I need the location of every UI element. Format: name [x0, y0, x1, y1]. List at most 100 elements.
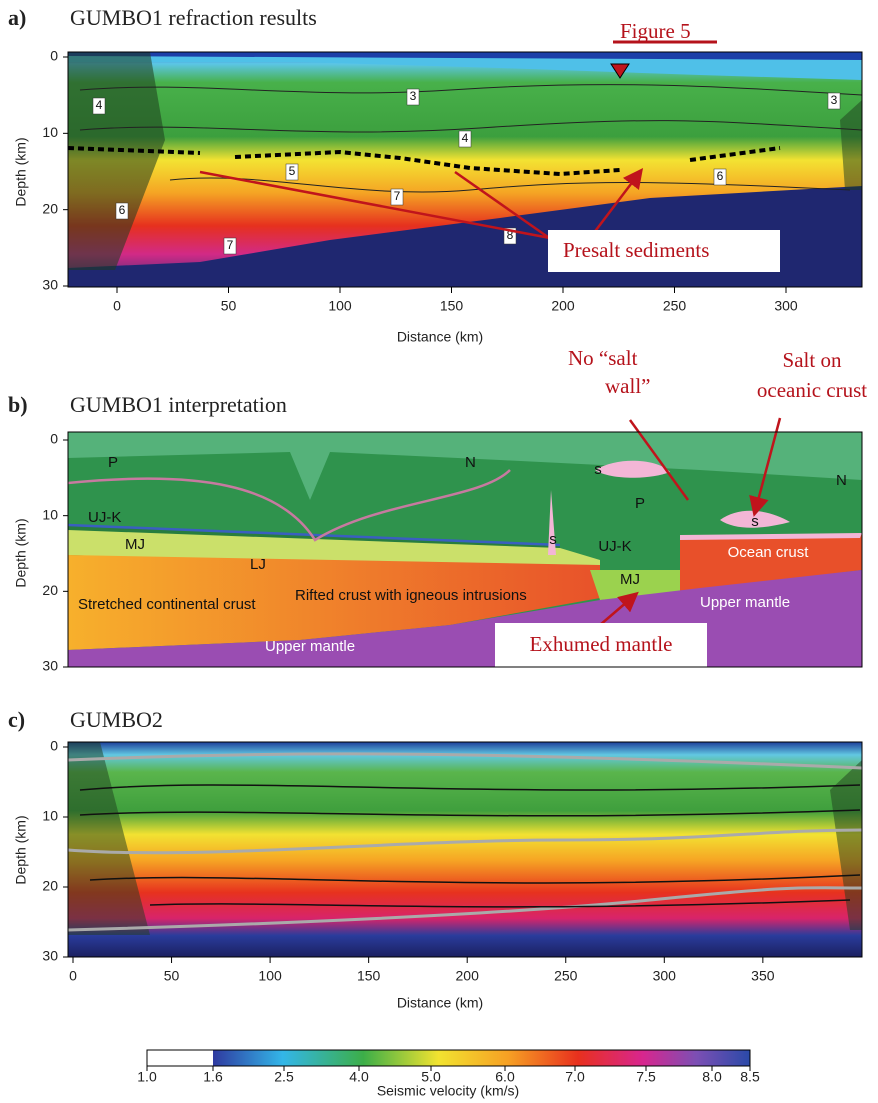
contour-label: 7	[394, 189, 401, 203]
contour-label-box	[92, 97, 106, 115]
unit-label: Rifted crust with igneous intrusions	[295, 587, 527, 604]
colorbar-tick-label: 1.6	[203, 1069, 223, 1085]
unit-label: P	[108, 454, 118, 471]
annotation: No “salt	[568, 346, 638, 370]
panel-b: b) GUMBO1 interpretation P N N UJ-K MJ LJ s s s P…	[8, 346, 867, 668]
colorbar-tick-label: 4.0	[349, 1069, 369, 1085]
contour-label: 3	[831, 93, 838, 107]
location-marker	[610, 63, 630, 79]
y-tick-label: 20	[42, 878, 58, 894]
panel-c: c) GUMBO2 Depth (km) Distance (km)	[8, 707, 863, 1011]
unit-n	[68, 432, 862, 500]
panel-title: GUMBO1 refraction results	[70, 5, 317, 30]
x-tick-label: 350	[751, 968, 775, 984]
annotation-box	[495, 623, 707, 667]
frame	[67, 741, 863, 958]
x-tick-label: 50	[221, 298, 237, 314]
arrow	[199, 172, 640, 244]
panel-label: b)	[8, 392, 28, 417]
x-tick-label: 0	[113, 298, 121, 314]
panel-title: GUMBO1 interpretation	[70, 392, 287, 417]
water-layer	[68, 52, 862, 60]
salt-body	[548, 460, 862, 555]
colorbar-tick-label: 2.5	[274, 1069, 294, 1085]
panel-label: c)	[8, 707, 25, 732]
y-tick-label: 10	[42, 124, 58, 140]
unit-label: N	[465, 454, 476, 471]
colorbar-tick-label: 6.0	[495, 1069, 515, 1085]
x-tick-label: 100	[258, 968, 282, 984]
unit-label: MJ	[125, 536, 145, 553]
y-tick-label: 20	[42, 582, 58, 598]
colorbar-segment	[147, 1050, 213, 1066]
contour	[79, 784, 861, 908]
unit-label: Stretched continental crust	[78, 596, 256, 613]
horizon	[67, 523, 561, 547]
y-tick-label: 30	[42, 948, 58, 964]
annotation: Presalt sediments	[563, 238, 709, 262]
crust	[68, 555, 600, 650]
x-tick-label: 100	[328, 298, 352, 314]
x-axis-label: Distance (km)	[397, 995, 483, 1011]
velocity-model	[68, 742, 862, 957]
panel-label: a)	[8, 5, 26, 30]
colorbar-tick-label: 5.0	[421, 1069, 441, 1085]
unit-label: Upper mantle	[265, 638, 355, 655]
contour-label: 4	[462, 131, 469, 145]
x-tick-label: 250	[663, 298, 687, 314]
x-tick-label: 200	[456, 968, 480, 984]
x-tick-label: 300	[774, 298, 798, 314]
x-axis-label: Distance (km)	[397, 329, 483, 345]
ocean-crust	[680, 533, 862, 592]
contour-label: 4	[96, 98, 103, 112]
y-tick-label: 0	[50, 48, 58, 64]
colorbar-tick-label: 8.0	[702, 1069, 722, 1085]
y-tick-label: 0	[50, 738, 58, 754]
contour-labels: 4 3 3 4 5 6 6 7 7 8	[92, 88, 841, 255]
shadow-zone	[68, 52, 165, 270]
unit-label: LJ	[250, 556, 266, 573]
contour-label-box	[285, 163, 299, 181]
unit-mj	[590, 570, 680, 600]
unit-label: Upper mantle	[700, 594, 790, 611]
frame	[67, 51, 863, 288]
arrow	[599, 591, 639, 626]
contour	[79, 84, 863, 193]
arrow	[628, 417, 782, 512]
colorbar-tick-label: 8.5	[740, 1069, 760, 1085]
contour-label: 7	[227, 238, 234, 252]
contour-label-box	[713, 168, 727, 186]
x-tick-label: 200	[551, 298, 575, 314]
x-tick-label: 250	[554, 968, 578, 984]
frame	[67, 431, 863, 668]
colorbar-frame	[146, 1049, 751, 1067]
x-tick-label: 0	[69, 968, 77, 984]
unit-label: UJ-K	[598, 538, 631, 555]
contour-label-box	[115, 202, 129, 220]
unit-label: P	[635, 495, 645, 512]
unit-label: N	[836, 472, 847, 489]
horizon	[67, 469, 511, 542]
basement-line	[67, 146, 781, 177]
y-axis-label: Depth (km)	[13, 518, 29, 587]
annotation: Figure 5	[620, 19, 691, 43]
contour-label: 6	[717, 169, 724, 183]
y-tick-label: 30	[42, 277, 58, 293]
contour-label-box	[458, 130, 472, 148]
contour-label-box	[390, 188, 404, 206]
unit-label: s	[751, 513, 759, 530]
unit-label: s	[549, 531, 557, 548]
annotation: oceanic crust	[757, 378, 867, 402]
y-axis-label: Depth (km)	[13, 815, 29, 884]
unit-label: MJ	[620, 571, 640, 588]
y-axis-label: Depth (km)	[13, 137, 29, 206]
contour-label: 5	[289, 164, 296, 178]
colorbar-tick-label: 7.0	[565, 1069, 585, 1085]
x-tick-label: 150	[357, 968, 381, 984]
annotation-box	[548, 230, 780, 272]
unit-label: s	[594, 461, 602, 478]
x-tick-label: 50	[164, 968, 180, 984]
contour-label: 8	[507, 228, 514, 242]
